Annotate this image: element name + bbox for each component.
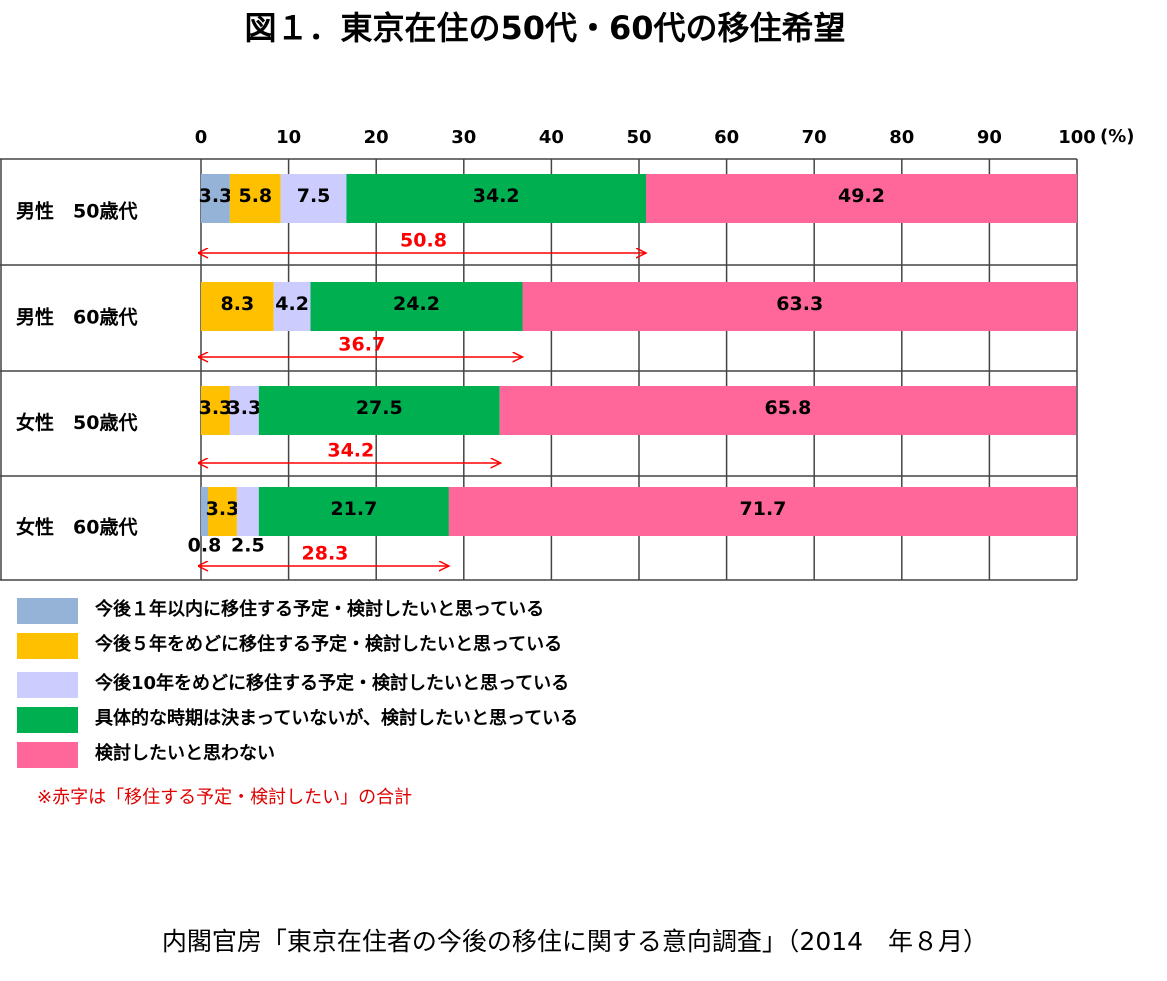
bar-segment: [201, 386, 230, 435]
data-label: 3.3: [199, 185, 233, 207]
x-tick-label: 90: [977, 127, 1002, 148]
source: 内閣官房「東京在住者の今後の移住に関する意向調査」（2014 年８月）: [162, 927, 988, 956]
legend-label: 今後５年をめどに移住する予定・検討したいと思っている: [95, 633, 562, 655]
data-label: 0.8: [188, 535, 222, 557]
data-label: 3.3: [228, 397, 262, 419]
x-tick-label: 20: [364, 127, 389, 148]
x-tick-label: 10: [276, 127, 301, 148]
y-tick-label: 男性 50歳代: [16, 200, 137, 223]
legend-swatch: [17, 633, 78, 659]
total-label: 34.2: [327, 440, 374, 462]
bar-segment: [310, 282, 523, 331]
x-tick-label: 80: [889, 127, 914, 148]
bar-segment: [201, 282, 274, 331]
y-tick-label: 女性 50歳代: [16, 411, 137, 434]
data-label: 24.2: [393, 293, 440, 315]
bar-segment: [448, 487, 1078, 536]
chart-title: 図１．東京在住の50代・60代の移住希望: [244, 9, 845, 47]
data-label: 63.3: [776, 293, 823, 315]
total-label: 50.8: [400, 230, 447, 252]
x-tick-label: 70: [802, 127, 827, 148]
total-label: 28.3: [302, 543, 349, 565]
data-label: 3.3: [206, 498, 240, 520]
legend-label: 今後１年以内に移住する予定・検討したいと思っている: [95, 598, 544, 620]
bar-segment: [208, 487, 237, 536]
y-tick-label: 女性 60歳代: [16, 516, 137, 539]
bar-segment: [273, 282, 311, 331]
data-label: 27.5: [356, 397, 403, 419]
data-label: 3.3: [199, 397, 233, 419]
x-tick-label: 30: [451, 127, 476, 148]
data-label: 2.5: [231, 535, 265, 557]
legend-label: 検討したいと思わない: [95, 742, 275, 764]
legend-swatch: [17, 742, 78, 768]
bar-segment: [346, 174, 647, 223]
bar-segment: [236, 487, 259, 536]
bar-segment: [499, 386, 1077, 435]
bar-segment: [201, 487, 209, 536]
bar-segment: [646, 174, 1077, 223]
data-label: 71.7: [740, 498, 787, 520]
legend-swatch: [17, 672, 78, 698]
bar-segment: [258, 386, 500, 435]
data-label: 7.5: [297, 185, 331, 207]
bar-segment: [201, 174, 230, 223]
legend-swatch: [17, 707, 78, 733]
x-tick-label: 100: [1058, 127, 1096, 148]
data-label: 5.8: [238, 185, 272, 207]
x-tick-label: 40: [539, 127, 564, 148]
x-tick-label: 50: [626, 127, 651, 148]
data-label: 65.8: [764, 397, 811, 419]
data-label: 4.2: [275, 293, 309, 315]
bar-segment: [258, 487, 449, 536]
legend-swatch: [17, 598, 78, 624]
x-unit: (%): [1100, 126, 1135, 147]
legend-label: 具体的な時期は決まっていないが、検討したいと思っている: [95, 707, 578, 729]
x-tick-label: 0: [195, 127, 208, 148]
y-tick-label: 男性 60歳代: [16, 306, 137, 329]
bar-segment: [280, 174, 347, 223]
bar-segment: [522, 282, 1077, 331]
x-tick-label: 60: [714, 127, 739, 148]
data-label: 49.2: [838, 185, 885, 207]
data-label: 21.7: [330, 498, 377, 520]
data-label: 8.3: [221, 293, 255, 315]
total-label: 36.7: [338, 334, 385, 356]
bar-segment: [229, 174, 281, 223]
data-label: 34.2: [473, 185, 520, 207]
note: ※赤字は「移住する予定・検討したい」の合計: [37, 787, 412, 808]
bar-segment: [229, 386, 259, 435]
legend-label: 今後10年をめどに移住する予定・検討したいと思っている: [95, 672, 569, 694]
